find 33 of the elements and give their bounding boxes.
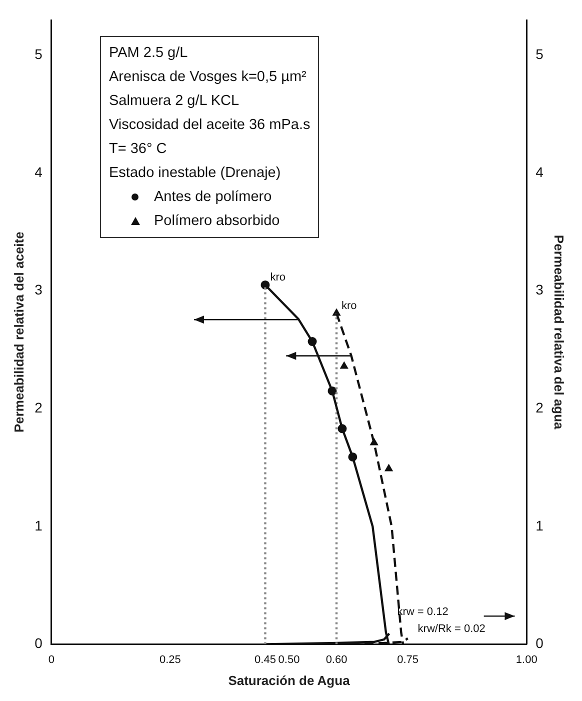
y2-tick-label: 1	[536, 517, 544, 534]
x-tick-label: 0	[48, 654, 54, 666]
y2-tick-label: 2	[536, 400, 544, 416]
annotation: kro	[270, 272, 286, 284]
y2-tick-label: 0	[536, 635, 544, 652]
annotation: Estado inestable (Drenaje)	[109, 164, 282, 183]
y2-tick-label: 3	[536, 282, 544, 298]
y-axis-title: Permeabilidad relativa del aceite	[11, 232, 26, 433]
x-tick-label: 0.60	[326, 654, 348, 666]
annotation: PAM 2.5 g/L	[109, 44, 189, 63]
annotation: Viscosidad del aceite 36 mPa.s	[109, 116, 310, 135]
x-tick-label: 0.50	[278, 654, 300, 666]
y2-tick-label: 5	[536, 46, 544, 62]
legend-label: Polímero absorbido	[154, 212, 280, 231]
y-tick-label: 5	[34, 46, 43, 62]
x-tick-label: 0.45	[254, 654, 276, 666]
y-tick-label: 4	[34, 164, 43, 180]
y-tick-label: 2	[34, 400, 43, 416]
y-tick-label: 3	[34, 282, 43, 298]
y2-axis-title: Permeabilidad relativa del agua	[552, 234, 567, 430]
annotation: Salmuera 2 g/L KCL	[109, 92, 240, 111]
x-tick-label: 0.25	[159, 654, 181, 666]
annotation: kro	[342, 300, 357, 312]
x-tick-label: 0.75	[397, 654, 419, 666]
annotation: krw/Rk = 0.02	[418, 622, 486, 635]
x-axis-title: Saturación de Agua	[228, 672, 351, 688]
y-tick-label: 0	[34, 635, 43, 652]
annotation: Arenisca de Vosges k=0,5 µm²	[109, 68, 308, 87]
annotation: T= 36° C	[109, 140, 168, 159]
x-tick-label: 1.00	[516, 654, 538, 666]
y2-tick-label: 4	[536, 164, 544, 180]
legend-label: Antes de polímero	[154, 188, 272, 207]
y-tick-label: 1	[34, 517, 43, 534]
